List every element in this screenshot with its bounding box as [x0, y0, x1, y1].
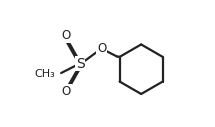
- Text: O: O: [62, 85, 71, 98]
- Text: S: S: [76, 57, 84, 70]
- Text: O: O: [97, 42, 106, 55]
- Text: CH₃: CH₃: [34, 69, 55, 79]
- Text: O: O: [62, 29, 71, 42]
